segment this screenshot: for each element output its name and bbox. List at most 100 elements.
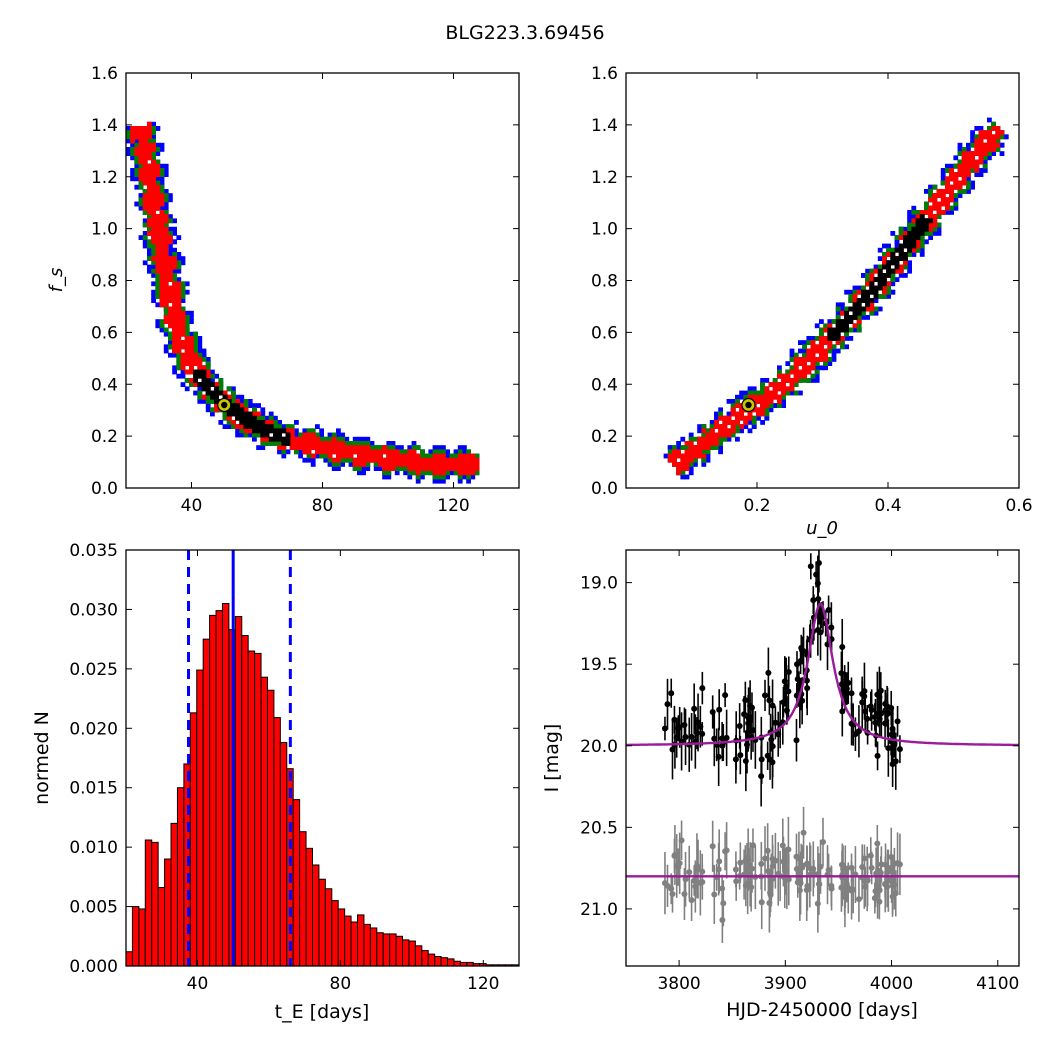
outer-contour-cell bbox=[810, 336, 816, 341]
inner-contour-cell bbox=[730, 428, 736, 434]
inner-contour-cell bbox=[163, 226, 169, 232]
inner-contour-cell bbox=[966, 159, 971, 165]
middle-contour-cell bbox=[735, 399, 740, 404]
core-contour-cell bbox=[277, 428, 282, 434]
inner-contour-cell bbox=[331, 441, 337, 446]
histogram-bar bbox=[376, 932, 384, 966]
inner-contour-cell bbox=[394, 457, 400, 463]
inner-contour-cell bbox=[399, 453, 404, 459]
histogram-bar bbox=[131, 906, 140, 966]
core-contour-cell bbox=[873, 285, 879, 291]
inner-contour-cell bbox=[235, 399, 240, 404]
inner-contour-cell bbox=[340, 441, 345, 446]
middle-contour-cell bbox=[953, 201, 959, 207]
middle-contour-cell bbox=[890, 277, 896, 282]
inner-contour-cell bbox=[159, 298, 165, 303]
middle-contour-cell bbox=[848, 327, 854, 333]
middle-contour-cell bbox=[751, 390, 757, 396]
outer-contour-cell bbox=[886, 294, 891, 299]
inner-contour-cell bbox=[961, 180, 967, 186]
inner-contour-cell bbox=[163, 235, 169, 240]
middle-contour-cell bbox=[957, 151, 963, 156]
inner-contour-cell bbox=[991, 142, 996, 148]
core-contour-cell bbox=[193, 373, 198, 379]
outer-contour-cell bbox=[176, 268, 182, 274]
core-contour-cell bbox=[231, 403, 236, 408]
histogram-bar bbox=[305, 847, 313, 966]
outer-contour-cell bbox=[861, 273, 866, 278]
y-tick-label: 0.005 bbox=[69, 898, 118, 918]
inner-contour-cell bbox=[193, 352, 198, 358]
tE-histogram-bars bbox=[126, 550, 519, 966]
inner-contour-cell bbox=[411, 453, 417, 459]
outer-contour-cell bbox=[798, 348, 803, 354]
core-contour-cell bbox=[877, 273, 883, 278]
outer-contour-cell bbox=[814, 378, 820, 383]
inner-contour-cell bbox=[777, 399, 782, 404]
inner-contour-cell bbox=[172, 340, 177, 345]
outer-contour-cell bbox=[357, 436, 362, 442]
black-data-point bbox=[668, 690, 675, 697]
middle-contour-cell bbox=[256, 432, 261, 438]
inner-contour-cell bbox=[793, 369, 799, 375]
middle-contour-cell bbox=[936, 222, 942, 228]
inner-contour-cell bbox=[352, 449, 358, 455]
histogram-bar bbox=[421, 950, 429, 966]
inner-contour-cell bbox=[462, 453, 467, 459]
outer-contour-cell bbox=[697, 428, 702, 434]
outer-contour-cell bbox=[172, 268, 177, 274]
y-tick-label: 0.0 bbox=[591, 479, 618, 499]
inner-contour-cell bbox=[184, 340, 190, 345]
outer-contour-cell bbox=[907, 268, 912, 274]
inner-contour-cell bbox=[957, 172, 963, 177]
inner-contour-cell bbox=[869, 306, 875, 312]
inner-contour-cell bbox=[945, 197, 950, 203]
inner-contour-cell bbox=[856, 319, 862, 324]
outer-contour-cell bbox=[273, 415, 278, 421]
outer-contour-cell bbox=[751, 386, 757, 392]
inner-contour-cell bbox=[184, 348, 190, 354]
inner-contour-cell bbox=[163, 243, 169, 249]
outer-contour-cell bbox=[189, 315, 194, 320]
inner-contour-cell bbox=[936, 205, 942, 211]
inner-contour-cell bbox=[777, 386, 782, 392]
core-contour-cell bbox=[231, 411, 236, 417]
inner-contour-cell bbox=[802, 369, 807, 375]
outer-contour-cell bbox=[894, 277, 900, 282]
inner-contour-cell bbox=[932, 222, 938, 228]
inner-contour-cell bbox=[163, 277, 169, 282]
inner-contour-cell bbox=[672, 457, 677, 463]
middle-contour-cell bbox=[915, 210, 921, 215]
histogram-bar bbox=[292, 799, 301, 966]
inner-contour-cell bbox=[159, 231, 165, 236]
middle-contour-cell bbox=[155, 180, 161, 186]
x-tick-label: 80 bbox=[330, 974, 352, 994]
outer-contour-cell bbox=[953, 205, 959, 211]
inner-contour-cell bbox=[961, 151, 967, 156]
inner-contour-cell bbox=[462, 462, 467, 467]
inner-contour-cell bbox=[394, 453, 400, 459]
inner-contour-cell bbox=[747, 394, 753, 400]
inner-contour-cell bbox=[151, 256, 156, 261]
inner-contour-cell bbox=[289, 436, 295, 442]
inner-contour-cell bbox=[357, 445, 362, 450]
outer-contour-cell bbox=[911, 205, 917, 211]
middle-contour-cell bbox=[735, 428, 740, 434]
inner-contour-cell bbox=[390, 453, 396, 459]
inner-contour-cell bbox=[718, 432, 723, 438]
inner-contour-cell bbox=[793, 361, 799, 366]
inner-contour-cell bbox=[798, 373, 803, 379]
inner-contour-cell bbox=[243, 428, 249, 434]
inner-contour-cell bbox=[159, 201, 165, 207]
core-contour-cell bbox=[907, 247, 912, 253]
inner-contour-cell bbox=[138, 126, 144, 131]
core-contour-cell bbox=[835, 331, 841, 337]
inner-contour-cell bbox=[155, 172, 161, 177]
inner-contour-cell bbox=[453, 457, 459, 463]
middle-contour-cell bbox=[840, 344, 845, 350]
inner-contour-cell bbox=[420, 457, 425, 463]
black-data-point bbox=[765, 669, 772, 676]
inner-contour-cell bbox=[155, 235, 161, 240]
outer-contour-cell bbox=[810, 378, 816, 383]
core-contour-cell bbox=[840, 319, 845, 324]
